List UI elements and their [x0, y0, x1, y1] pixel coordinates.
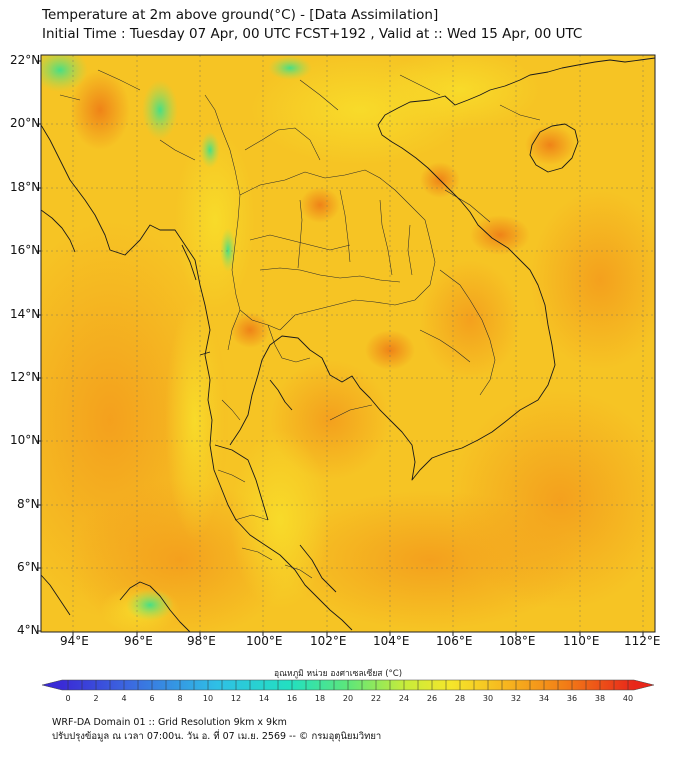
- title-line-2: Initial Time : Tuesday 07 Apr, 00 UTC FC…: [42, 26, 583, 42]
- lon-label-104e: 104°E: [373, 634, 410, 648]
- lon-label-112e: 112°E: [624, 634, 661, 648]
- colorbar-tick-label: 18: [314, 694, 326, 703]
- colorbar-tick-label: 20: [342, 694, 354, 703]
- title-line-1: Temperature at 2m above ground(°C) - [Da…: [42, 7, 439, 23]
- colorbar-tick-label: 22: [370, 694, 382, 703]
- colorbar-tick-label: 30: [482, 694, 494, 703]
- colorbar-tick-label: 4: [121, 694, 127, 703]
- colorbar-tick-label: 2: [93, 694, 99, 703]
- colorbar-tick-label: 32: [510, 694, 522, 703]
- lon-label-96e: 96°E: [124, 634, 153, 648]
- colorbar-tick-label: 8: [177, 694, 183, 703]
- colorbar: [41, 679, 655, 691]
- colorbar-tick-label: 36: [566, 694, 578, 703]
- lat-label-18n: 18°N: [10, 180, 41, 194]
- lat-label-10n: 10°N: [10, 433, 41, 447]
- colorbar-tick-label: 16: [286, 694, 298, 703]
- colorbar-tick-label: 40: [622, 694, 634, 703]
- colorbar-tick-label: 34: [538, 694, 550, 703]
- lon-label-110e: 110°E: [563, 634, 600, 648]
- colorbar-tick-label: 12: [230, 694, 242, 703]
- colorbar-under-arrow: [42, 680, 62, 690]
- map-title: Temperature at 2m above ground(°C) - [Da…: [42, 6, 582, 44]
- colorbar-tick-label: 10: [202, 694, 214, 703]
- footer-line-1: WRF-DA Domain 01 :: Grid Resolution 9km …: [52, 717, 287, 728]
- lon-label-106e: 106°E: [436, 634, 473, 648]
- colorbar-tick-label: 0: [65, 694, 71, 703]
- lat-label-14n: 14°N: [10, 307, 41, 321]
- lon-label-98e: 98°E: [187, 634, 216, 648]
- colorbar-over-arrow: [634, 680, 654, 690]
- province-lines: [59, 69, 541, 579]
- footer-line-2: ปรับปรุงข้อมูล ณ เวลา 07:00น. วัน อ. ที่…: [52, 731, 382, 742]
- map-frame: [40, 54, 656, 633]
- lat-label-6n: 6°N: [17, 560, 40, 574]
- graticule: [41, 55, 655, 632]
- temperature-field: [41, 55, 655, 632]
- lon-label-94e: 94°E: [60, 634, 89, 648]
- lat-label-20n: 20°N: [10, 116, 41, 130]
- colorbar-tick-label: 28: [454, 694, 466, 703]
- lat-label-12n: 12°N: [10, 370, 41, 384]
- colorbar-tick-label: 6: [149, 694, 155, 703]
- colorbar-tick-label: 38: [594, 694, 606, 703]
- coastlines-borders: [41, 57, 655, 632]
- lat-label-22n: 22°N: [10, 53, 41, 67]
- lon-label-100e: 100°E: [246, 634, 283, 648]
- lat-label-16n: 16°N: [10, 243, 41, 257]
- footer: WRF-DA Domain 01 :: Grid Resolution 9km …: [52, 716, 381, 744]
- colorbar-tick-label: 26: [426, 694, 438, 703]
- axis-ticks: [37, 60, 644, 636]
- colorbar-title: อุณหภูมิ หน่วย องศาเซลเซียส (°C): [273, 669, 403, 679]
- lat-label-8n: 8°N: [17, 497, 40, 511]
- lon-label-102e: 102°E: [310, 634, 347, 648]
- lon-label-108e: 108°E: [499, 634, 536, 648]
- lat-label-4n: 4°N: [17, 623, 40, 637]
- colorbar-tick-label: 14: [258, 694, 270, 703]
- colorbar-tick-label: 24: [398, 694, 410, 703]
